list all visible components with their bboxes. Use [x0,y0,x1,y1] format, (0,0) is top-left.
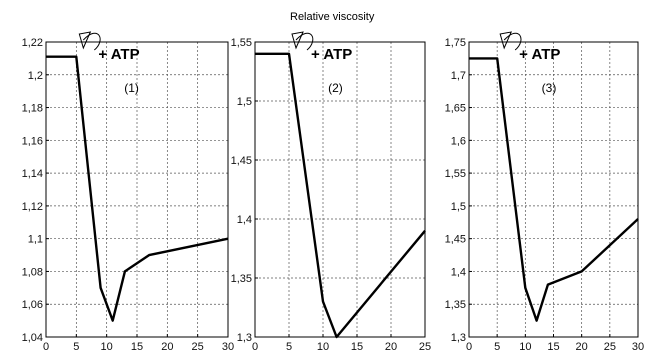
y-tick-label: 1,3 [237,332,252,344]
panel-label: (3) [542,81,557,95]
y-tick-label: 1,08 [22,266,43,278]
chart-panel-1: 0 5 10 15 20 25 30 1,04 1,06 1,08 1,1 1,12 1,14 1,16 1… [22,31,234,351]
x-tick-label: 20 [385,341,397,351]
y-tick-label: 1,55 [231,37,252,49]
y-tick-label: 1,45 [445,234,466,246]
series-line [469,57,639,322]
y-tick-label: 1,5 [237,96,252,108]
y-tick-label: 1,14 [22,168,43,180]
atp-arrow-icon [295,32,314,51]
x-tick-label: 30 [222,341,234,351]
y-tick-label: 1,16 [22,135,43,147]
atp-annotation: + ATP [311,46,352,63]
y-tick-label: 1,4 [451,266,466,278]
x-tick-label: 10 [317,341,329,351]
figure-title: Relative viscosity [290,11,375,23]
panel-label: (2) [328,81,343,95]
y-tick-label: 1,1 [28,234,43,246]
atp-arrowhead-icon [78,31,92,50]
x-tick-label: 30 [632,341,644,351]
y-tick-label: 1,35 [445,299,466,311]
y-tick-label: 1,3 [451,332,466,344]
atp-annotation: + ATP [98,46,139,63]
chart-panel-2: 0 5 10 15 20 25 1,3 1,35 1,4 1,45 1,5 1,55 + ATP (2) [231,31,431,351]
y-tick-label: 1,22 [22,37,43,49]
x-tick-label: 15 [547,341,559,351]
y-tick-label: 1,04 [22,332,43,344]
y-tick-label: 1,55 [445,168,466,180]
y-tick-label: 1,6 [451,135,466,147]
y-tick-label: 1,65 [445,103,466,115]
y-tick-label: 1,75 [445,37,466,49]
x-tick-label: 25 [192,341,204,351]
x-tick-label: 0 [43,341,49,351]
y-tick-label: 1,12 [22,201,43,213]
series-line [255,52,426,339]
x-tick-label: 25 [604,341,616,351]
x-tick-label: 25 [419,341,431,351]
plot-frame [254,41,426,338]
x-tick-label: 15 [351,341,363,351]
atp-annotation: + ATP [519,46,560,63]
series-line [46,55,229,322]
atp-arrow-icon [503,32,522,51]
panel-label: (1) [124,81,139,95]
y-tick-label: 1,5 [451,201,466,213]
x-tick-label: 10 [101,341,113,351]
atp-arrow-icon [82,32,101,51]
x-tick-label: 10 [519,341,531,351]
x-tick-label: 0 [466,341,472,351]
y-tick-label: 1,4 [237,214,252,226]
chart-panel-3: 0 5 10 15 20 25 30 1,3 1,35 1,4 1,45 1,5 1,55 1,6 1,65… [445,31,644,351]
x-tick-label: 5 [494,341,500,351]
y-tick-label: 1,2 [28,70,43,82]
x-tick-label: 15 [131,341,143,351]
y-tick-label: 1,7 [451,70,466,82]
y-tick-label: 1,45 [231,155,252,167]
x-tick-label: 5 [286,341,292,351]
y-tick-label: 1,18 [22,103,43,115]
x-tick-label: 5 [73,341,79,351]
x-tick-label: 20 [576,341,588,351]
atp-arrowhead-icon [499,31,513,50]
x-tick-label: 20 [161,341,173,351]
x-tick-label: 0 [252,341,258,351]
y-tick-label: 1,35 [231,273,252,285]
atp-arrowhead-icon [291,31,304,50]
y-tick-label: 1,06 [22,299,43,311]
